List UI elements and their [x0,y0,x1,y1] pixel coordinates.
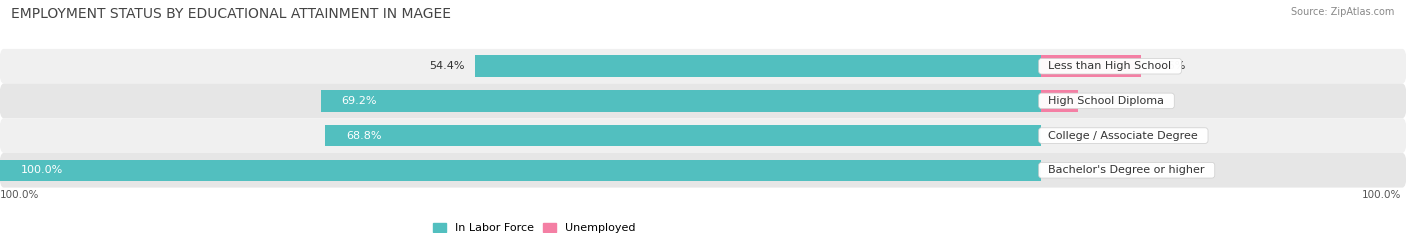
Text: College / Associate Degree: College / Associate Degree [1042,130,1205,140]
FancyBboxPatch shape [0,84,1406,118]
FancyBboxPatch shape [0,153,1406,188]
Bar [1042,90,1078,112]
Bar [321,90,1042,112]
FancyBboxPatch shape [0,118,1406,153]
Bar [1042,55,1142,77]
Bar [0,160,1042,181]
Text: 100.0%: 100.0% [1361,190,1400,200]
Legend: In Labor Force, Unemployed: In Labor Force, Unemployed [429,218,640,233]
Text: 0.0%: 0.0% [1057,130,1085,140]
Text: 0.0%: 0.0% [1057,165,1085,175]
Text: 68.8%: 68.8% [346,130,381,140]
Text: 54.4%: 54.4% [429,61,464,71]
Text: Less than High School: Less than High School [1042,61,1178,71]
Text: Bachelor's Degree or higher: Bachelor's Degree or higher [1042,165,1212,175]
Text: EMPLOYMENT STATUS BY EDUCATIONAL ATTAINMENT IN MAGEE: EMPLOYMENT STATUS BY EDUCATIONAL ATTAINM… [11,7,451,21]
Text: 3.5%: 3.5% [1094,96,1122,106]
Bar [325,125,1042,146]
Text: Source: ZipAtlas.com: Source: ZipAtlas.com [1291,7,1395,17]
Text: 100.0%: 100.0% [0,190,39,200]
Text: High School Diploma: High School Diploma [1042,96,1171,106]
Text: 100.0%: 100.0% [21,165,63,175]
FancyBboxPatch shape [0,49,1406,84]
Bar [475,55,1042,77]
Text: 69.2%: 69.2% [342,96,377,106]
Text: 9.6%: 9.6% [1157,61,1185,71]
